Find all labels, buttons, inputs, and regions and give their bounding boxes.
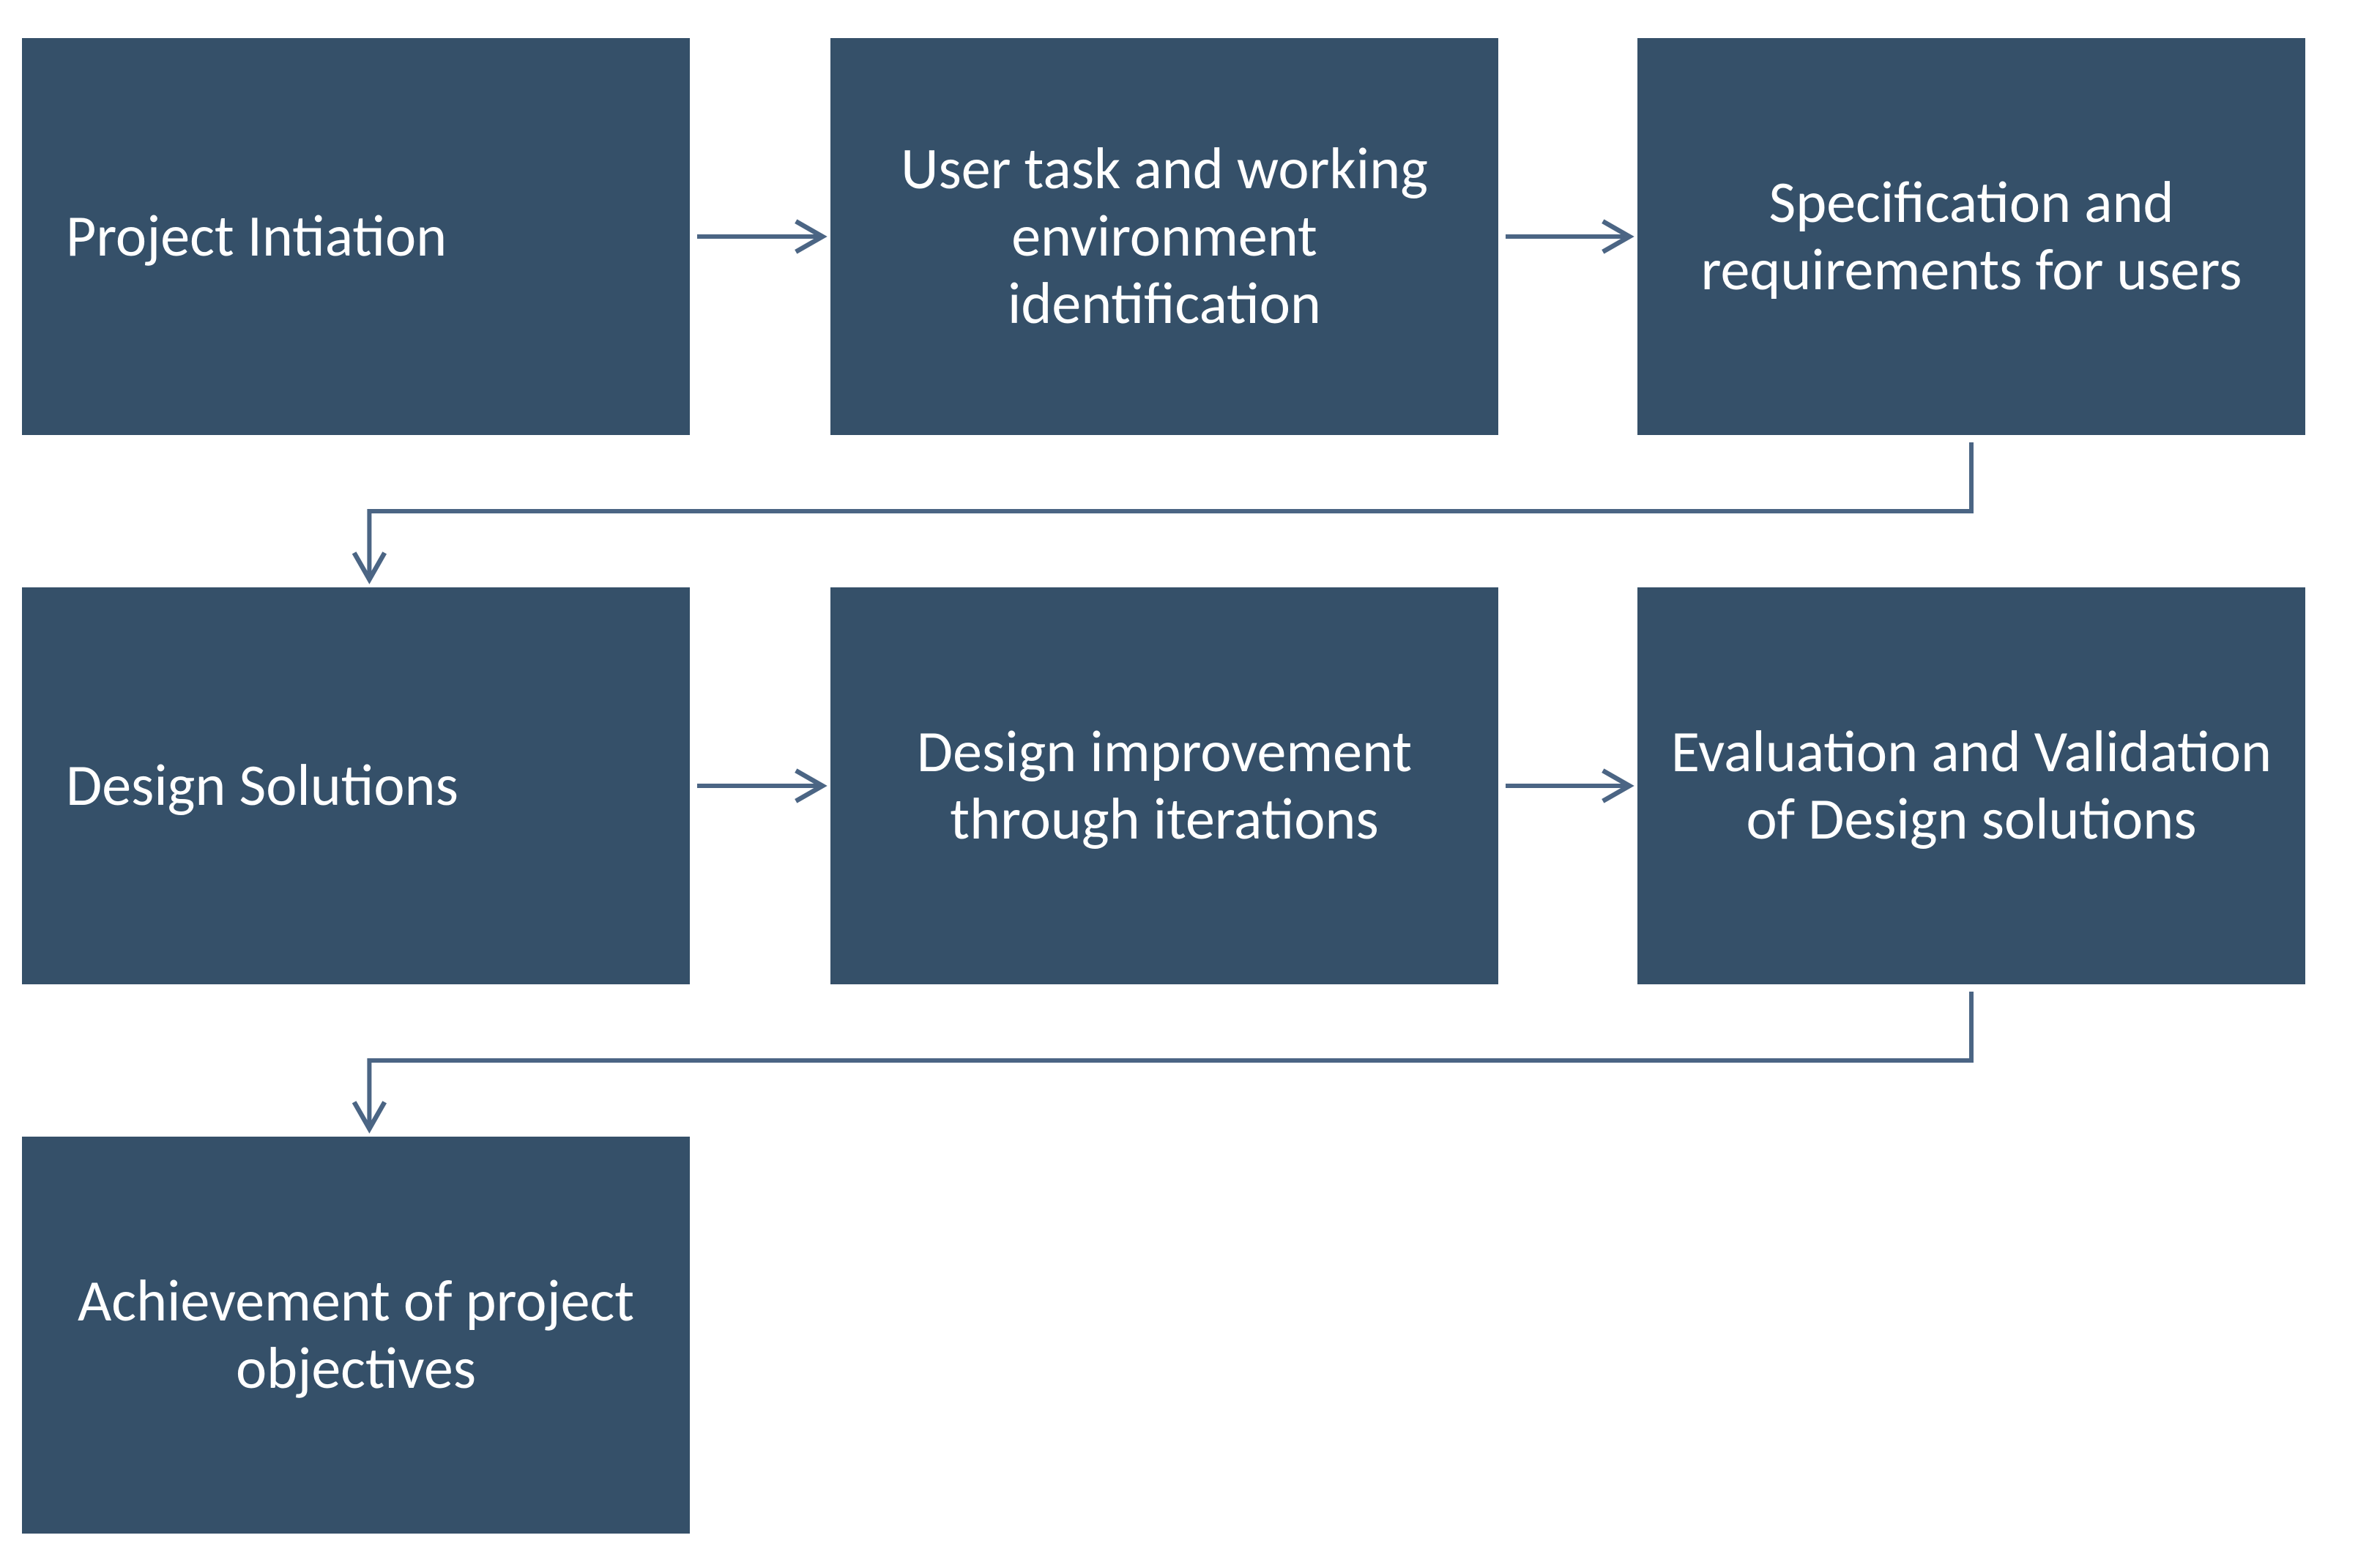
flowchart-node-label: Design Solutions	[66, 752, 458, 820]
flowchart-node-n5: Design improvement through iterations	[827, 584, 1501, 987]
flowchart-node-n6: Evaluation and Validation of Design solu…	[1634, 584, 2308, 987]
flowchart-node-n4: Design Solutions	[19, 584, 693, 987]
flowchart-node-n2: User task and working environment identi…	[827, 35, 1501, 438]
flowchart-canvas: Project Intiation User task and working e…	[0, 0, 2358, 1568]
flowchart-node-label: Achievement of project objectives	[44, 1268, 668, 1402]
flowchart-node-n7: Achievement of project objectives	[19, 1134, 693, 1537]
flowchart-node-n1: Project Intiation	[19, 35, 693, 438]
flowchart-node-label: Project Intiation	[66, 203, 447, 270]
flowchart-node-n3: Specification and requirements for users	[1634, 35, 2308, 438]
flowchart-node-label: Design improvement through iterations	[852, 718, 1476, 853]
flowchart-node-label: User task and working environment identi…	[852, 135, 1476, 338]
flowchart-edge	[369, 442, 1971, 576]
flowchart-node-label: Specification and requirements for users	[1659, 169, 2283, 304]
flowchart-edge	[369, 992, 1971, 1125]
flowchart-node-label: Evaluation and Validation of Design solu…	[1659, 718, 2283, 853]
